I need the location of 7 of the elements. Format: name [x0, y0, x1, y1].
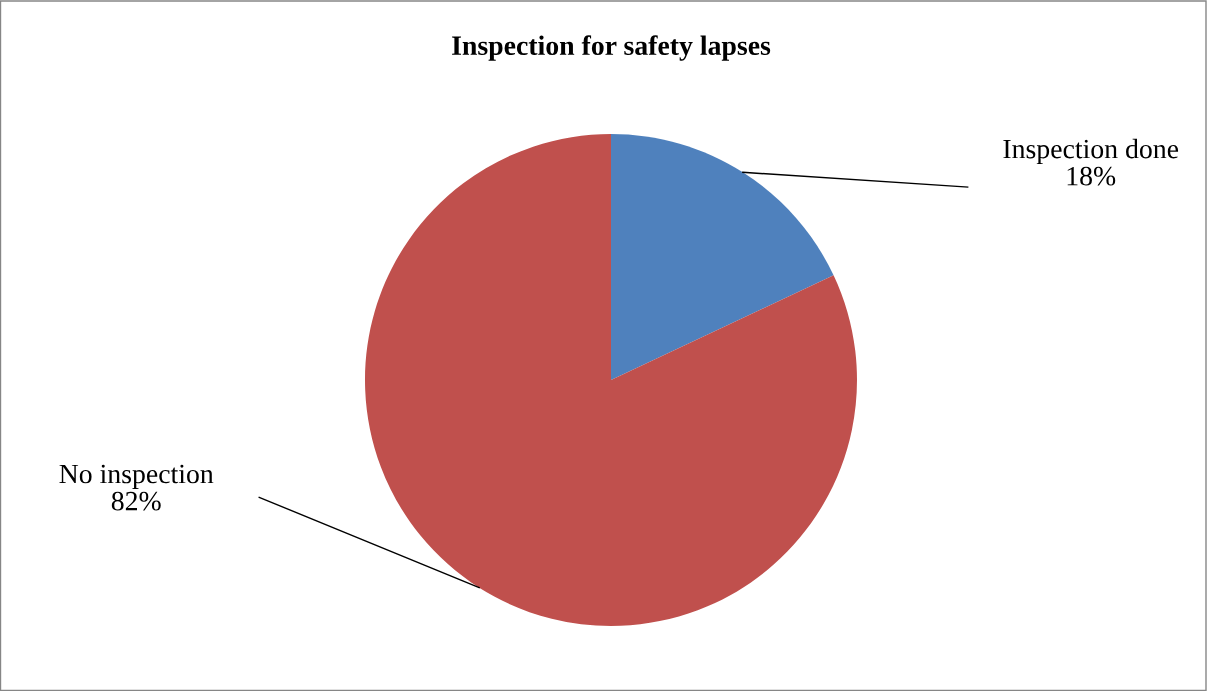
data-label: 82%: [111, 491, 161, 511]
chart-title: Inspection for safety lapses: [452, 35, 771, 61]
slice-label: No inspection: [59, 464, 214, 489]
slice-label: Inspection done: [1003, 138, 1179, 165]
pie-slice: [365, 134, 857, 626]
data-label: 18%: [1067, 166, 1116, 186]
pie-slice: [611, 134, 834, 380]
